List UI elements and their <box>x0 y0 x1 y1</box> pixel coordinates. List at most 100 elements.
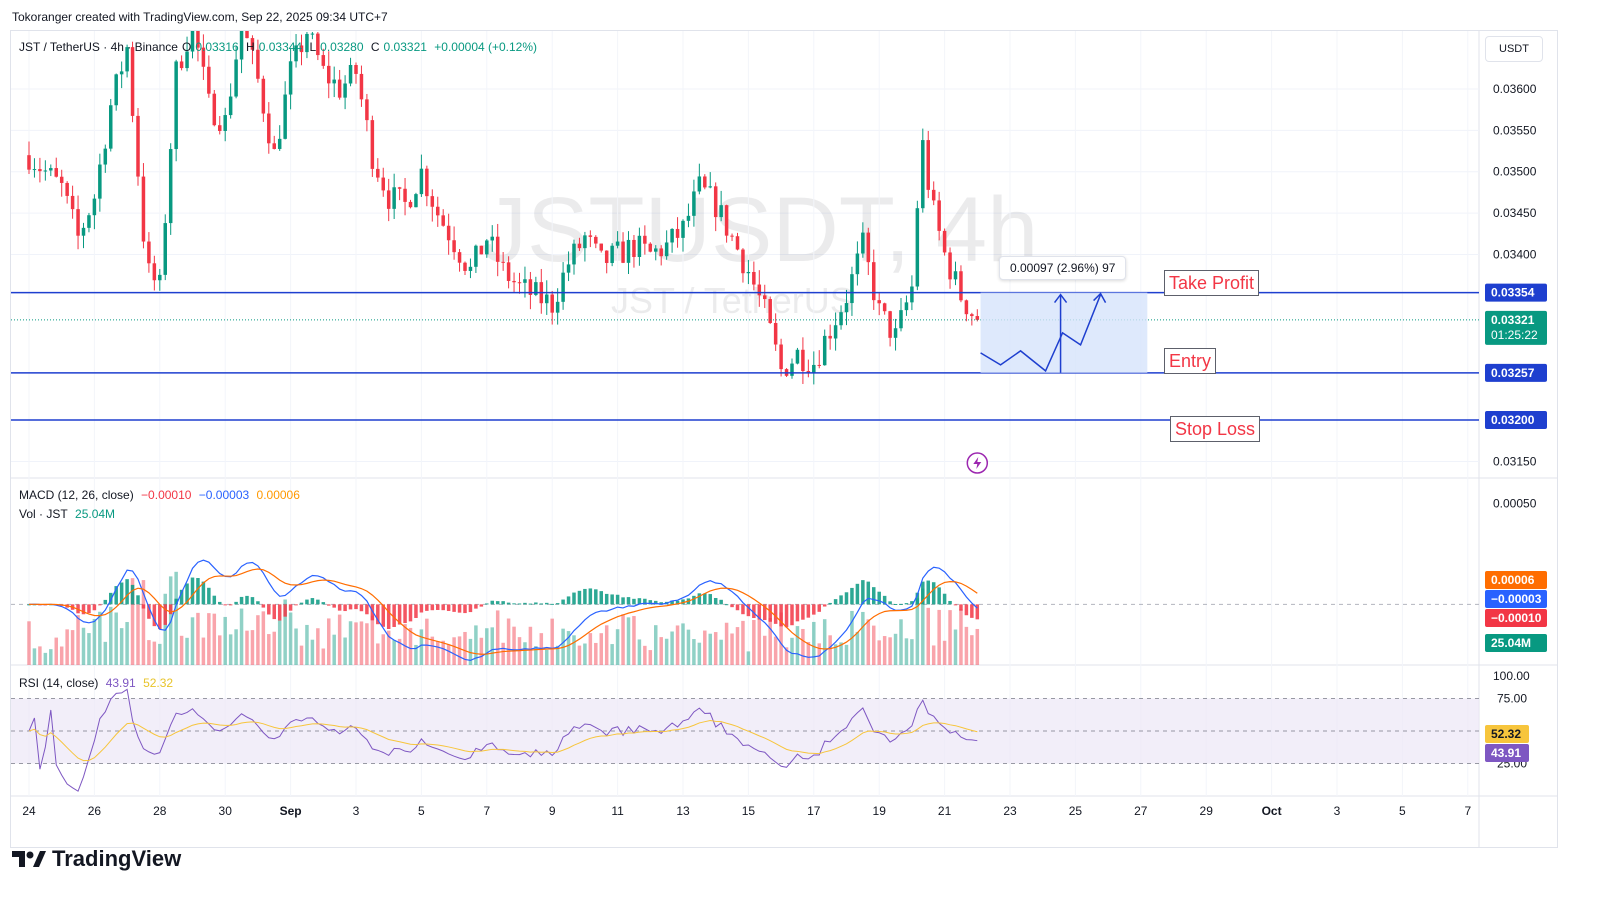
chart-canvas[interactable]: 0.03600 0.03550 0.03500 0.03450 0.03400 0.031… <box>11 31 1557 847</box>
volume-bar <box>828 635 832 665</box>
macd-hist-bar <box>359 604 364 612</box>
macd-label[interactable]: MACD (12, 26, close) <box>19 488 134 502</box>
volume-bar <box>604 625 609 665</box>
candle-body <box>32 169 37 171</box>
volume-bar <box>354 622 358 665</box>
volume-bar <box>425 618 429 665</box>
macd-badge-macd <box>1485 590 1547 608</box>
volume-bar <box>904 638 909 665</box>
macd-hist-bar <box>201 581 206 605</box>
candle-body <box>408 201 413 208</box>
macd-hist-bar <box>812 604 816 615</box>
brand-name: TradingView <box>52 846 182 871</box>
chart-frame[interactable]: 0.03600 0.03550 0.03500 0.03450 0.03400 0.031… <box>10 30 1558 848</box>
tradingview-logo[interactable]: TradingView <box>12 846 181 872</box>
x-tick-label: 25 <box>1069 804 1083 818</box>
take-profit-label[interactable]: Take Profit <box>1164 270 1260 296</box>
macd-hist-bar <box>855 583 860 605</box>
candle-body <box>392 187 396 209</box>
volume-bar <box>555 645 560 665</box>
macd-hist-bar <box>239 596 244 605</box>
volume-label[interactable]: Vol · JST <box>19 507 68 521</box>
macd-hist-bar <box>92 604 97 611</box>
candle-body <box>441 215 445 226</box>
candle-body <box>272 143 276 149</box>
candle-body <box>855 253 860 275</box>
volume-bar <box>692 639 696 665</box>
macd-badge-signal-text: 0.00006 <box>1491 573 1535 587</box>
macd-hist-bar <box>245 595 249 605</box>
candle-body <box>937 200 941 231</box>
macd-hist-bar <box>250 597 255 605</box>
macd-hist-bar <box>648 600 653 605</box>
x-tick-label: 27 <box>1134 804 1148 818</box>
candle-body <box>468 266 473 271</box>
x-tick-label: 9 <box>549 804 556 818</box>
macd-hist-bar <box>299 602 304 605</box>
candle-body <box>261 78 266 114</box>
volume-bar <box>430 636 435 665</box>
candle-body <box>850 274 854 304</box>
macd-hist-bar <box>921 581 925 605</box>
candle-body <box>915 208 920 287</box>
volume-bar <box>321 648 326 665</box>
entry-label[interactable]: Entry <box>1164 348 1217 374</box>
candle-body <box>594 236 598 244</box>
rsi-label[interactable]: RSI (14, close) <box>19 676 99 690</box>
low-label: L <box>309 40 317 54</box>
volume-bar <box>408 627 413 665</box>
volume-bar <box>577 645 582 665</box>
candle-body <box>779 344 783 370</box>
volume-bar <box>550 618 554 665</box>
x-tick-label: Oct <box>1262 804 1282 818</box>
volume-bar <box>861 611 865 665</box>
volume-bar <box>119 628 124 665</box>
macd-hist-bar <box>495 601 500 605</box>
volume-bar <box>664 638 669 665</box>
volume-bar <box>910 639 914 665</box>
volume-bar <box>305 624 309 665</box>
x-tick-label: 5 <box>418 804 425 818</box>
macd-hist-bar <box>218 601 222 605</box>
volume-bar <box>190 617 195 665</box>
macd-hist-bar <box>130 584 135 605</box>
volume-bar <box>735 627 740 665</box>
macd-hist-bar <box>103 599 108 605</box>
macd-hist-bar <box>577 590 582 605</box>
macd-hist-bar <box>844 592 849 605</box>
macd-hist-bar <box>436 604 440 610</box>
candle-body <box>49 168 53 171</box>
volume-bar <box>136 604 140 665</box>
candle-body <box>861 232 865 254</box>
macd-hist-bar <box>795 604 800 622</box>
candle-body <box>893 328 898 338</box>
macd-hist-bar <box>414 604 418 618</box>
volume-bar <box>501 642 505 665</box>
macd-hist-bar <box>370 604 375 621</box>
volume-bar <box>403 624 407 665</box>
macd-hist-bar <box>839 595 843 605</box>
volume-bar <box>959 609 963 665</box>
rsi-badge-ma-text: 52.32 <box>1491 727 1521 741</box>
macd-tick-label: 0.00050 <box>1493 496 1537 510</box>
macd-hist-bar <box>910 601 914 605</box>
stop-loss-label[interactable]: Stop Loss <box>1170 416 1261 442</box>
symbol-title[interactable]: JST / TetherUS · 4h · Binance <box>19 40 178 54</box>
candle-body <box>697 176 702 192</box>
candle-body <box>626 239 631 263</box>
macd-hist-bar <box>196 578 200 605</box>
macd-hist-bar <box>441 604 445 611</box>
volume-bar <box>158 643 162 665</box>
candle-body <box>125 47 129 72</box>
macd-hist-bar <box>899 603 903 605</box>
candle-body <box>119 71 124 75</box>
candle-body <box>926 140 930 190</box>
candle-body <box>381 177 385 191</box>
candle-body <box>256 49 260 79</box>
macd-hist-bar <box>610 594 614 605</box>
volume-bar <box>681 623 685 665</box>
macd-hist-bar <box>267 604 271 615</box>
currency-selector[interactable]: USDT <box>1485 36 1543 62</box>
volume-bar <box>730 633 734 665</box>
volume-bar <box>261 611 266 665</box>
